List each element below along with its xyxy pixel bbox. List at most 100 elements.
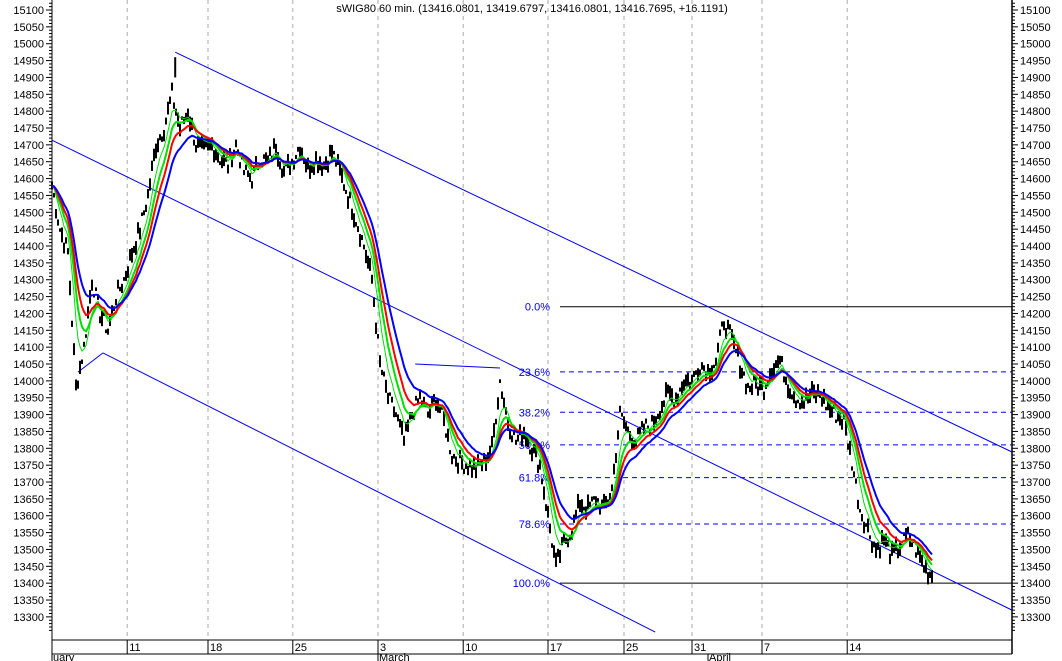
- y-tick-label-left: 14500: [13, 207, 44, 219]
- moving-average-line: [51, 109, 933, 571]
- x-tick-label: 25: [626, 642, 638, 654]
- y-tick-label-left: 14150: [13, 325, 44, 337]
- x-tick-label: 18: [210, 642, 222, 654]
- moving-average-line: [51, 134, 933, 556]
- y-tick-label-left: 14100: [13, 342, 44, 354]
- x-tick-label: 25: [295, 642, 307, 654]
- y-tick-label-right: 14350: [1020, 258, 1051, 270]
- y-tick-label-left: 14600: [13, 174, 44, 186]
- y-tick-label-right: 13300: [1020, 612, 1051, 624]
- y-tick-label-left: 14250: [13, 292, 44, 304]
- y-tick-label-left: 13950: [13, 393, 44, 405]
- y-tick-label-left: 14550: [13, 190, 44, 202]
- y-tick-label-left: 14200: [13, 308, 44, 320]
- y-tick-label-left: 15100: [13, 5, 44, 17]
- x-tick-label: 31: [694, 642, 706, 654]
- trendline: [415, 363, 501, 369]
- price-series: [51, 57, 933, 585]
- y-tick-label-right: 14850: [1020, 89, 1051, 101]
- y-tick-label-right: 14450: [1020, 224, 1051, 236]
- y-tick-label-left: 15050: [13, 22, 44, 34]
- y-tick-label-left: 14450: [13, 224, 44, 236]
- y-tick-label-right: 15050: [1020, 22, 1051, 34]
- trendline: [174, 51, 1013, 453]
- y-tick-label-left: 14400: [13, 241, 44, 253]
- y-tick-label-right: 14750: [1020, 123, 1051, 135]
- y-tick-label-right: 13600: [1020, 511, 1051, 523]
- y-tick-label-right: 14800: [1020, 106, 1051, 118]
- y-tick-label-right: 13850: [1020, 426, 1051, 438]
- x-tick-label: 14: [849, 642, 861, 654]
- y-tick-label-right: 13500: [1020, 544, 1051, 556]
- y-tick-label-left: 14350: [13, 258, 44, 270]
- trendline: [51, 139, 1013, 611]
- y-tick-label-left: 14700: [13, 140, 44, 152]
- y-tick-label-left: 13650: [13, 494, 44, 506]
- fib-level-label: 100.0%: [513, 578, 551, 590]
- y-tick-label-right: 14050: [1020, 359, 1051, 371]
- y-tick-label-left: 14900: [13, 72, 44, 84]
- month-label: April: [709, 652, 731, 661]
- y-tick-label-left: 14300: [13, 275, 44, 287]
- y-tick-label-right: 14900: [1020, 72, 1051, 84]
- y-tick-label-right: 13800: [1020, 443, 1051, 455]
- y-tick-label-left: 13700: [13, 477, 44, 489]
- moving-average-line: [51, 124, 933, 562]
- y-tick-label-right: 14600: [1020, 174, 1051, 186]
- y-tick-label-left: 14750: [13, 123, 44, 135]
- y-tick-label-left: 13450: [13, 561, 44, 573]
- x-tick-label: 7: [764, 642, 770, 654]
- y-tick-label-right: 15000: [1020, 39, 1051, 51]
- y-tick-label-left: 13900: [13, 410, 44, 422]
- y-tick-label-left: 13400: [13, 578, 44, 590]
- y-tick-label-right: 13950: [1020, 393, 1051, 405]
- y-tick-label-left: 14950: [13, 56, 44, 68]
- y-tick-label-right: 14150: [1020, 325, 1051, 337]
- month-label: uary: [53, 652, 75, 661]
- y-tick-label-left: 13800: [13, 443, 44, 455]
- y-tick-label-right: 13400: [1020, 578, 1051, 590]
- y-tick-label-right: 14650: [1020, 157, 1051, 169]
- y-tick-label-right: 13450: [1020, 561, 1051, 573]
- y-tick-label-right: 13650: [1020, 494, 1051, 506]
- y-tick-label-right: 14950: [1020, 56, 1051, 68]
- moving-averages: [51, 109, 933, 571]
- axes: 11 18 25 3 10 17 25 31 7 14 uary March April 13300 133…: [13, 0, 1051, 661]
- fib-level-label: 38.2%: [519, 407, 550, 419]
- y-tick-label-left: 13600: [13, 511, 44, 523]
- month-label: March: [379, 652, 410, 661]
- y-tick-label-right: 13900: [1020, 410, 1051, 422]
- y-tick-label-right: 14300: [1020, 275, 1051, 287]
- y-tick-label-right: 14700: [1020, 140, 1051, 152]
- y-tick-label-right: 15100: [1020, 5, 1051, 17]
- y-tick-label-left: 13350: [13, 595, 44, 607]
- trendline: [77, 352, 104, 373]
- trendline: [102, 352, 656, 633]
- y-tick-label-right: 14000: [1020, 376, 1051, 388]
- x-tick-label: 10: [465, 642, 477, 654]
- y-tick-label-left: 13500: [13, 544, 44, 556]
- y-tick-label-right: 14250: [1020, 292, 1051, 304]
- y-tick-label-left: 14850: [13, 89, 44, 101]
- y-tick-label-left: 13850: [13, 426, 44, 438]
- x-tick-label: 11: [129, 642, 140, 654]
- y-tick-label-right: 14400: [1020, 241, 1051, 253]
- fib-level-label: 78.6%: [519, 519, 550, 531]
- fib-level-label: 0.0%: [525, 302, 550, 314]
- y-tick-label-left: 14800: [13, 106, 44, 118]
- y-tick-label-left: 14000: [13, 376, 44, 388]
- x-tick-label: 3: [380, 642, 386, 654]
- moving-average-line: [51, 118, 933, 566]
- chart-title: sWIG80 60 min. (13416.0801, 13419.6797, …: [336, 3, 728, 15]
- y-tick-label-left: 15000: [13, 39, 44, 51]
- y-tick-label-left: 13750: [13, 460, 44, 472]
- y-tick-label-right: 13700: [1020, 477, 1051, 489]
- y-tick-label-right: 13550: [1020, 528, 1051, 540]
- y-tick-label-right: 14500: [1020, 207, 1051, 219]
- x-tick-label: 17: [550, 642, 562, 654]
- trendlines: [51, 51, 1013, 633]
- y-tick-label-right: 14100: [1020, 342, 1051, 354]
- y-tick-label-left: 13550: [13, 528, 44, 540]
- grid: [126, 0, 848, 640]
